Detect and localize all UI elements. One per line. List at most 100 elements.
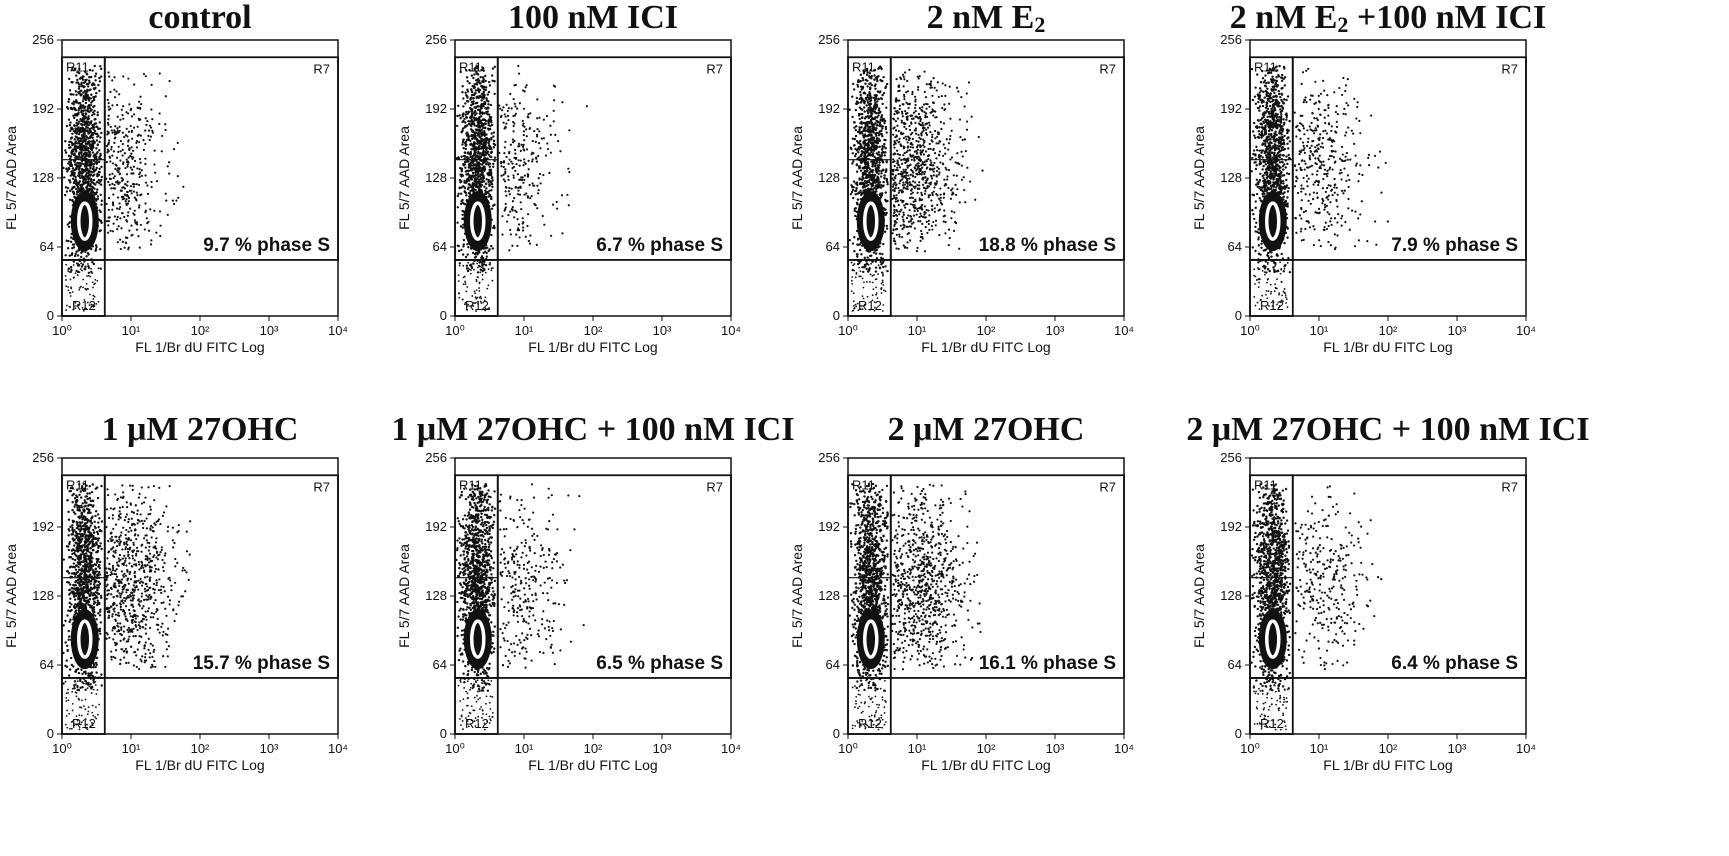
scatter-point (75, 124, 78, 127)
scatter-point (934, 137, 937, 140)
scatter-point (77, 91, 80, 94)
scatter-point (852, 264, 855, 267)
scatter-point (130, 172, 133, 175)
scatter-point (481, 76, 485, 79)
scatter-point (875, 119, 878, 123)
scatter-point (487, 268, 490, 271)
scatter-point (106, 121, 110, 124)
scatter-point (71, 291, 74, 293)
scatter-point (72, 174, 76, 178)
scatter-point (491, 247, 494, 250)
scatter-point (520, 207, 523, 211)
scatter-point (84, 265, 87, 268)
scatter-point (83, 138, 87, 141)
scatter-point (492, 146, 496, 149)
scatter-point (930, 175, 933, 178)
scatter-point (80, 251, 83, 254)
scatter-point (947, 243, 950, 247)
scatter-point (526, 213, 530, 216)
scatter-point (489, 261, 491, 264)
scatter-point (858, 275, 861, 278)
scatter-point (849, 192, 853, 196)
scatter-point (870, 122, 873, 126)
scatter-point (853, 306, 856, 309)
scatter-point (135, 199, 138, 202)
scatter-point (503, 113, 506, 116)
scatter-point (917, 140, 920, 143)
scatter-point (82, 168, 85, 171)
scatter-point (463, 141, 467, 145)
scatter-point (92, 178, 96, 182)
scatter-point (132, 165, 135, 168)
scatter-point (566, 193, 569, 196)
scatter-point (858, 262, 861, 265)
scatter-point (488, 193, 492, 197)
scatter-point (87, 274, 90, 277)
scatter-point (896, 166, 899, 169)
scatter-point (93, 126, 96, 129)
scatter-point (876, 76, 879, 79)
scatter-point (77, 182, 80, 186)
scatter-point (116, 127, 119, 130)
scatter-point (105, 177, 108, 180)
scatter-point (133, 113, 136, 116)
scatter-point (464, 151, 467, 155)
scatter-point (914, 181, 917, 184)
scatter-point (150, 108, 153, 111)
scatter-point (546, 142, 549, 145)
scatter-point (111, 154, 114, 157)
scatter-point (62, 166, 65, 170)
scatter-point (160, 150, 163, 153)
scatter-point (963, 105, 966, 108)
scatter-point (937, 197, 941, 200)
scatter-point (477, 116, 481, 120)
scatter-point (879, 97, 883, 100)
scatter-point (902, 220, 905, 223)
x-tick-label: 10⁴ (328, 323, 348, 338)
scatter-point (485, 97, 488, 100)
scatter-point (153, 149, 156, 152)
scatter-point (954, 183, 957, 186)
scatter-point (874, 106, 878, 109)
scatter-point (109, 107, 112, 110)
scatter-point (65, 285, 68, 288)
scatter-point (144, 211, 147, 214)
scatter-point (520, 176, 523, 179)
scatter-point (507, 178, 510, 181)
scatter-point (464, 255, 468, 259)
scatter-point (463, 157, 466, 160)
x-tick-label: 10⁰ (445, 323, 465, 338)
scatter-point (479, 271, 482, 274)
scatter-point (85, 148, 88, 152)
scatter-point (136, 194, 139, 197)
scatter-point (462, 105, 465, 108)
scatter-point (877, 97, 881, 101)
scatter-point (519, 201, 522, 204)
scatter-point (861, 86, 864, 90)
scatter-point (487, 178, 490, 182)
scatter-point (109, 177, 112, 180)
scatter-point (84, 101, 88, 105)
scatter-point (871, 281, 874, 284)
scatter-point (928, 142, 931, 146)
scatter-point (927, 209, 930, 212)
scatter-point (168, 172, 171, 175)
scatter-point (472, 174, 475, 177)
scatter-point (905, 177, 908, 180)
scatter-point (117, 225, 120, 228)
scatter-point (480, 168, 483, 172)
scatter-point (81, 180, 85, 183)
scatter-point (149, 126, 153, 129)
scatter-point (874, 83, 877, 86)
scatter-point (864, 150, 867, 153)
scatter-point (509, 92, 512, 96)
scatter-point (110, 145, 113, 149)
scatter-point (96, 279, 99, 282)
scatter-point (466, 88, 469, 91)
scatter-point (474, 188, 477, 192)
scatter-point (918, 206, 921, 210)
scatter-point (863, 155, 866, 158)
scatter-point (475, 182, 478, 186)
scatter-point (84, 160, 87, 163)
